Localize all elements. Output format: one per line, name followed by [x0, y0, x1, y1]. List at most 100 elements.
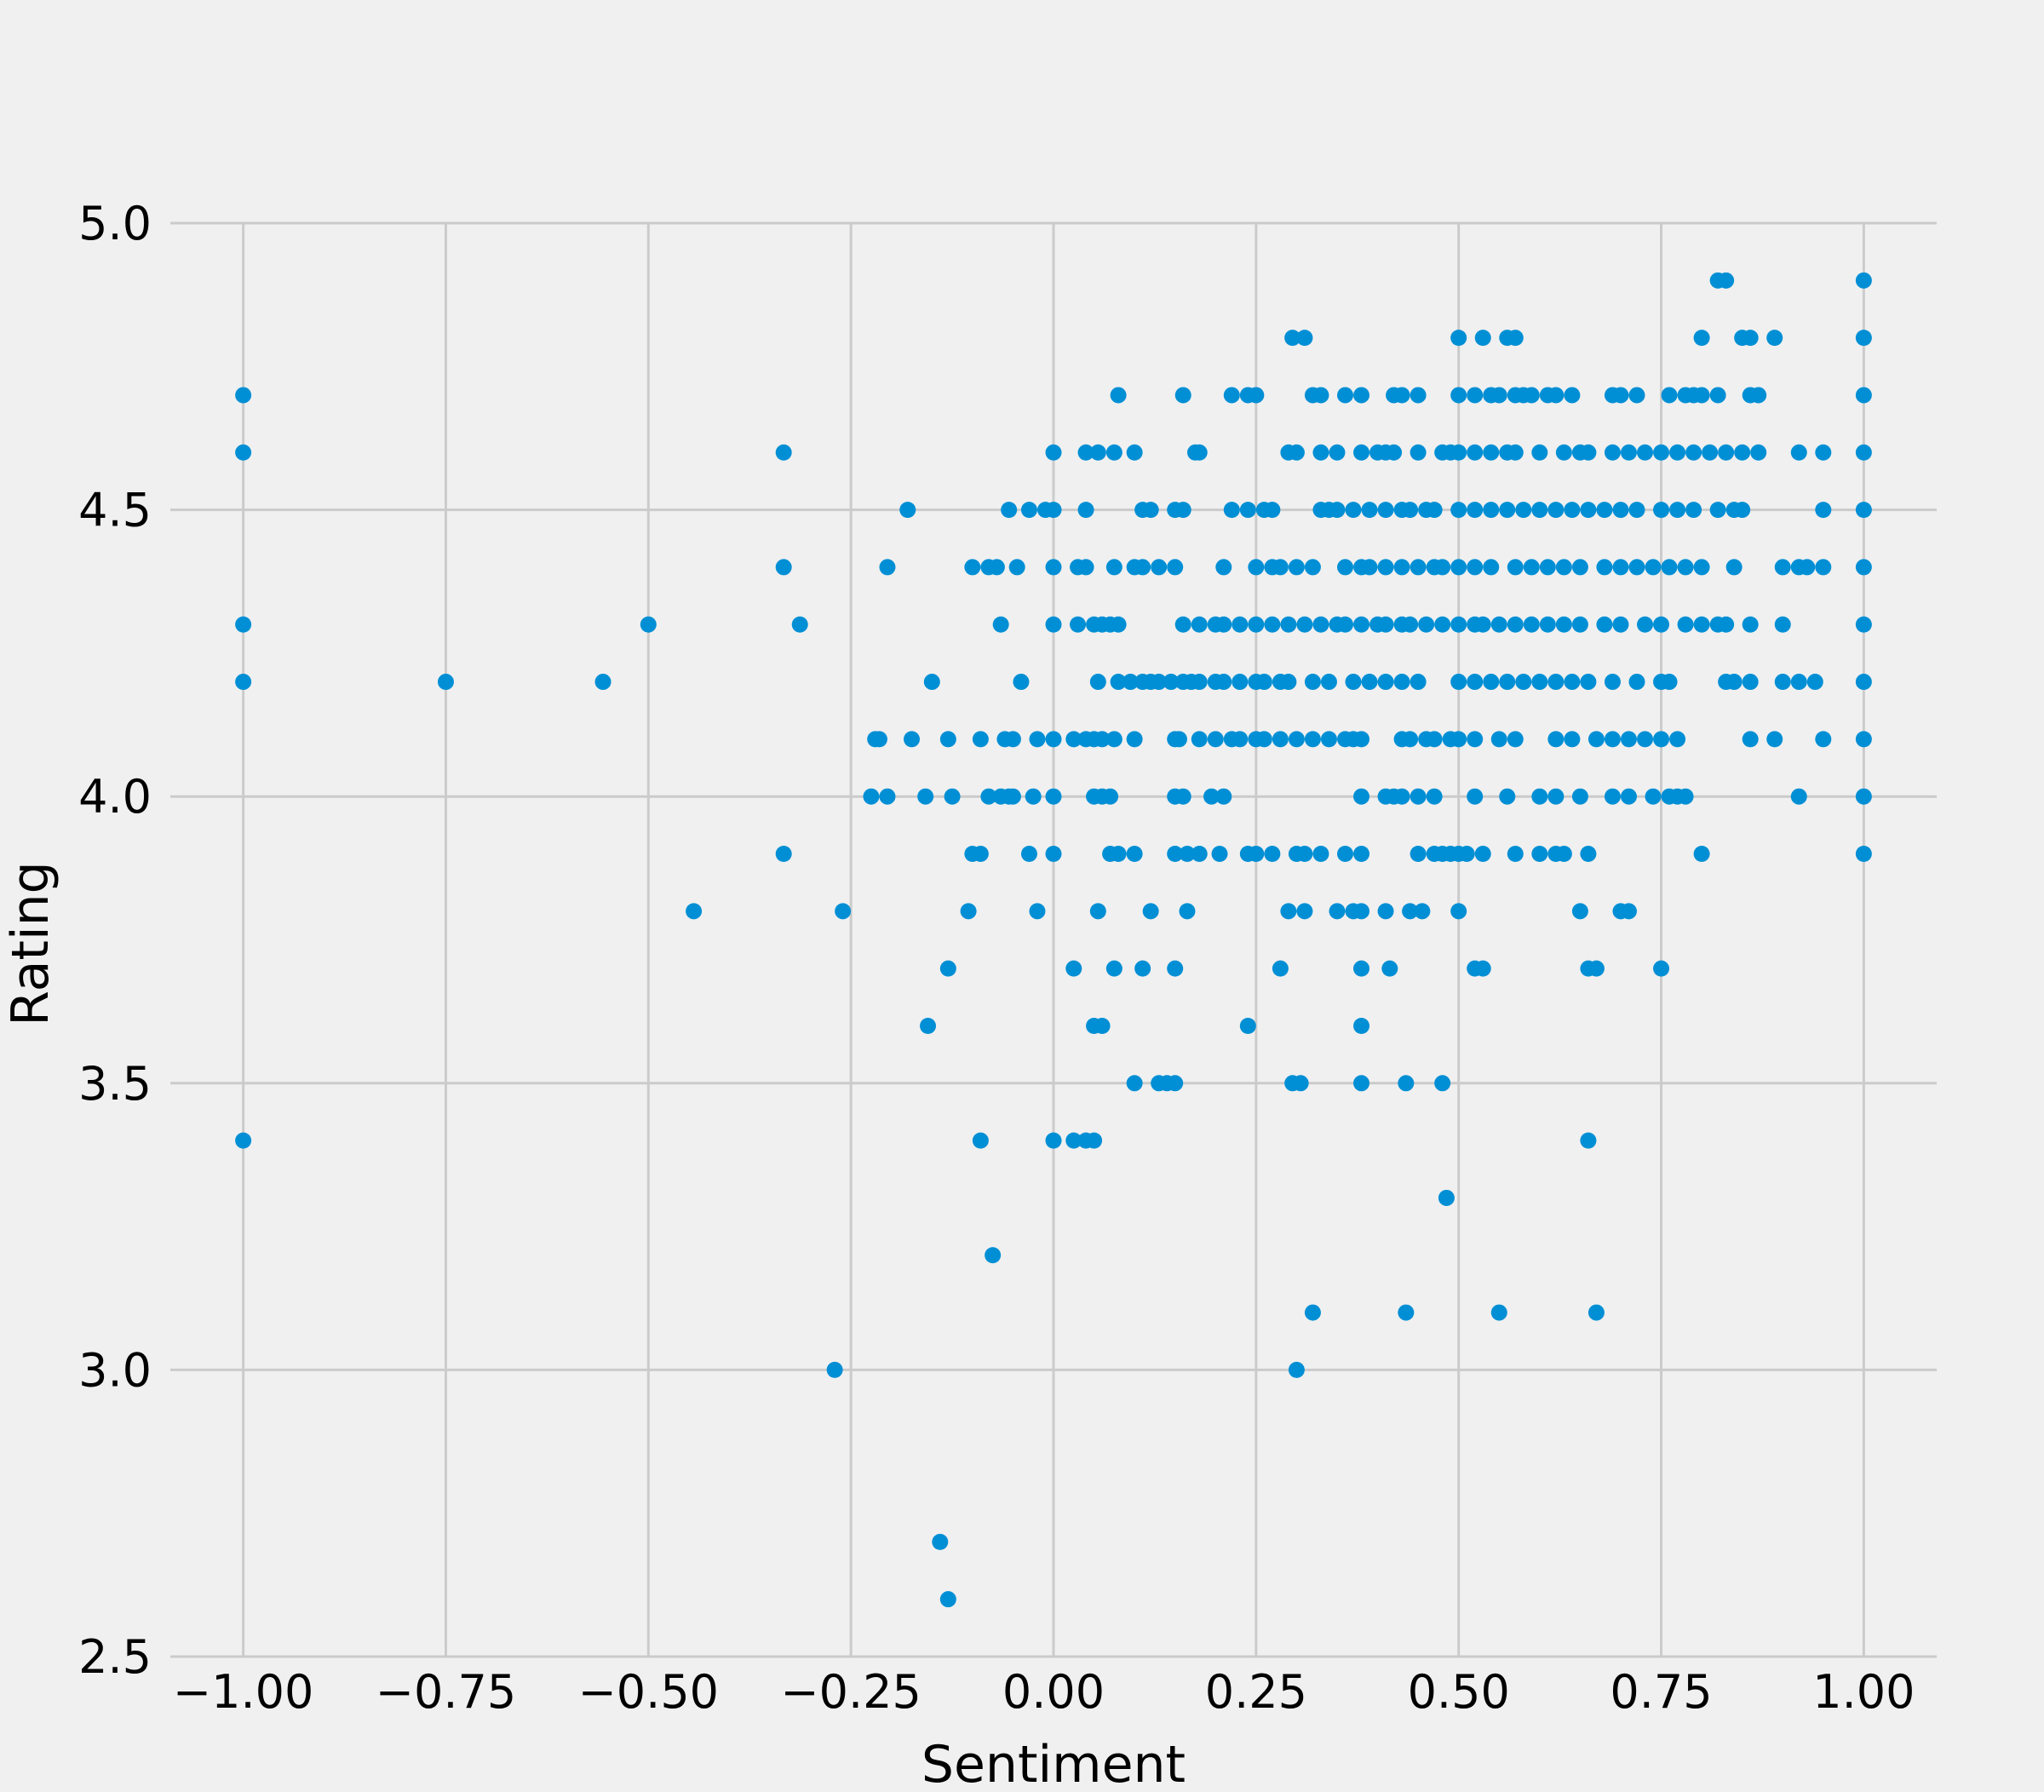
data-point	[1094, 731, 1111, 748]
data-point	[1653, 616, 1670, 633]
data-point	[1855, 788, 1872, 805]
data-point	[1790, 788, 1807, 805]
data-point	[1004, 788, 1021, 805]
data-point	[1353, 960, 1370, 977]
data-point	[1490, 1304, 1507, 1321]
data-point	[1450, 616, 1467, 633]
data-point	[1612, 559, 1629, 576]
data-point	[1499, 674, 1516, 691]
data-point	[1450, 387, 1467, 404]
data-point	[1288, 731, 1305, 748]
data-point	[437, 674, 454, 691]
data-point	[1211, 846, 1228, 863]
data-point	[1531, 444, 1548, 461]
data-point	[1280, 674, 1297, 691]
data-point	[1126, 846, 1143, 863]
data-point	[1450, 502, 1467, 519]
data-point	[932, 1533, 949, 1550]
data-point	[1086, 1132, 1103, 1149]
data-point	[1167, 559, 1184, 576]
data-point	[1312, 616, 1329, 633]
data-point	[1410, 674, 1427, 691]
data-point	[904, 731, 921, 748]
data-point	[1742, 330, 1759, 347]
data-point	[791, 616, 808, 633]
data-point	[1167, 960, 1184, 977]
data-point	[1547, 731, 1565, 748]
data-point	[1434, 1075, 1451, 1092]
data-point	[1174, 788, 1191, 805]
data-point	[1547, 502, 1565, 519]
data-point	[1555, 616, 1572, 633]
data-point	[1774, 616, 1791, 633]
data-point	[1718, 272, 1735, 289]
data-point	[1628, 559, 1645, 576]
data-point	[1393, 387, 1410, 404]
data-point	[1450, 903, 1467, 920]
data-point	[1450, 731, 1467, 748]
data-point	[775, 559, 792, 576]
data-point	[1215, 616, 1232, 633]
data-point	[1045, 1132, 1062, 1149]
data-point	[1490, 616, 1507, 633]
data-point	[1264, 616, 1281, 633]
data-point	[1693, 616, 1710, 633]
data-point	[1523, 616, 1540, 633]
data-point	[1693, 846, 1710, 863]
data-point	[1402, 616, 1419, 633]
y-tick-label: 4.0	[78, 770, 152, 824]
data-point	[1571, 616, 1588, 633]
data-point	[1296, 846, 1313, 863]
data-point	[1483, 444, 1500, 461]
data-point	[775, 444, 792, 461]
data-point	[1580, 1132, 1597, 1149]
y-axis-ticks: 2.5 3.0 3.5 4.0 4.5 5.0	[78, 197, 152, 1684]
data-point	[1248, 846, 1265, 863]
data-point	[1264, 846, 1281, 863]
data-point	[1620, 444, 1637, 461]
data-point	[1134, 960, 1151, 977]
data-point	[1766, 330, 1783, 347]
data-point	[1353, 731, 1370, 748]
data-point	[1467, 387, 1484, 404]
data-point	[985, 1247, 1002, 1264]
data-point	[1855, 559, 1872, 576]
data-point	[1402, 731, 1419, 748]
data-point	[1110, 387, 1127, 404]
data-point	[1248, 616, 1265, 633]
data-point	[1467, 559, 1484, 576]
data-point	[1693, 387, 1710, 404]
data-point	[1709, 387, 1726, 404]
data-point	[1693, 559, 1710, 576]
data-points	[235, 272, 1872, 1608]
data-point	[1596, 502, 1613, 519]
data-point	[1588, 731, 1605, 748]
data-point	[1467, 674, 1484, 691]
data-point	[1815, 559, 1832, 576]
data-point	[1336, 387, 1353, 404]
data-point	[1402, 502, 1419, 519]
data-point	[1507, 616, 1524, 633]
data-point	[1499, 502, 1516, 519]
data-point	[1215, 788, 1232, 805]
data-point	[1467, 788, 1484, 805]
data-point	[939, 731, 956, 748]
data-point	[1191, 731, 1208, 748]
data-point	[1450, 330, 1467, 347]
data-point	[939, 1591, 956, 1608]
data-point	[1089, 903, 1106, 920]
data-point	[1410, 559, 1427, 576]
data-point	[1045, 502, 1062, 519]
data-point	[1381, 960, 1398, 977]
data-point	[1398, 1304, 1415, 1321]
data-point	[992, 616, 1009, 633]
data-point	[1179, 903, 1196, 920]
data-point	[1725, 674, 1743, 691]
data-point	[1110, 674, 1127, 691]
data-point	[1163, 674, 1180, 691]
data-point	[899, 502, 916, 519]
data-point	[944, 788, 961, 805]
data-point	[1045, 616, 1062, 633]
x-tick-label: 0.50	[1408, 1665, 1510, 1719]
